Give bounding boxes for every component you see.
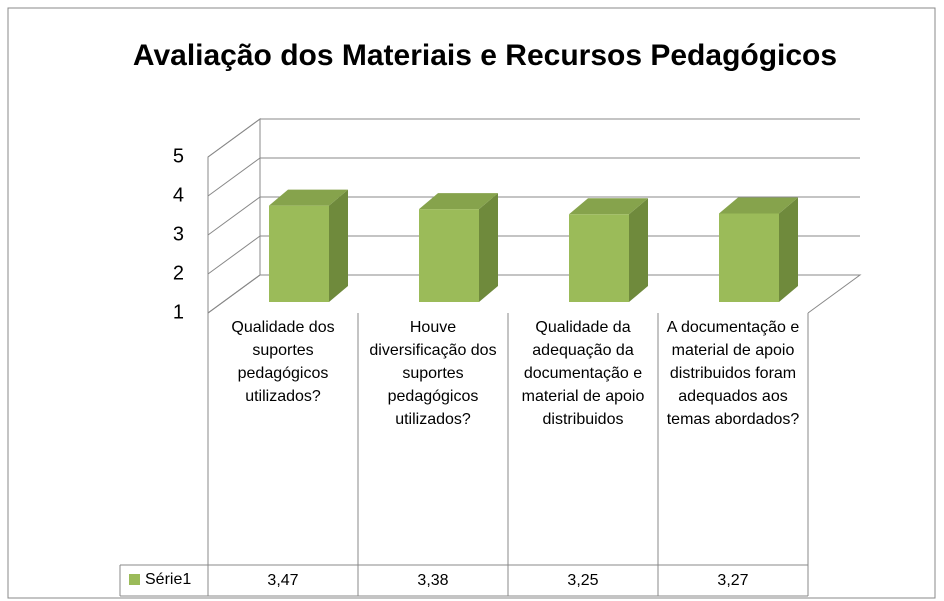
grid-line [207,196,860,236]
y-tick-label: 5 [173,145,184,167]
bar-front [719,213,779,302]
grid-line [207,274,860,314]
bar-front [269,205,329,302]
y-tick-label: 2 [173,262,184,284]
bar [419,193,498,302]
grid-line [207,235,860,275]
x-tick-label: Qualidade dos suportes pedagógicos utili… [231,319,335,405]
bar-side [779,197,798,302]
bar-side [329,189,348,302]
x-tick-label: Houve diversificação dos suportes pedagó… [369,319,497,428]
chart-border [7,7,936,599]
legend-swatch [129,574,140,585]
x-tick-label: Qualidade da adequação da documentação e… [521,319,645,428]
bar-top [569,198,648,215]
bar-front [569,214,629,302]
bar [569,198,648,302]
grid-line [207,118,860,158]
y-tick-label: 3 [173,223,184,245]
bar-top [419,193,498,210]
bar-top [719,197,798,214]
legend-label: Série1 [145,571,191,588]
data-label: 3,27 [717,572,749,589]
bar-top [269,189,348,206]
data-label: 3,38 [417,572,449,589]
grid-line [207,157,860,197]
chart-title: Avaliação dos Materiais e Recursos Pedag… [133,39,837,72]
bar [269,189,348,302]
bar-side [629,198,648,302]
bar [719,197,798,302]
bar-front [419,209,479,302]
y-tick-label: 4 [173,184,184,206]
data-label: 3,47 [267,572,299,589]
x-tick-label: A documentação e material de apoio distr… [666,319,800,428]
data-label: 3,25 [567,572,599,589]
bar-side [479,193,498,302]
data-table-lines [119,313,809,597]
y-tick-label: 1 [173,301,184,323]
